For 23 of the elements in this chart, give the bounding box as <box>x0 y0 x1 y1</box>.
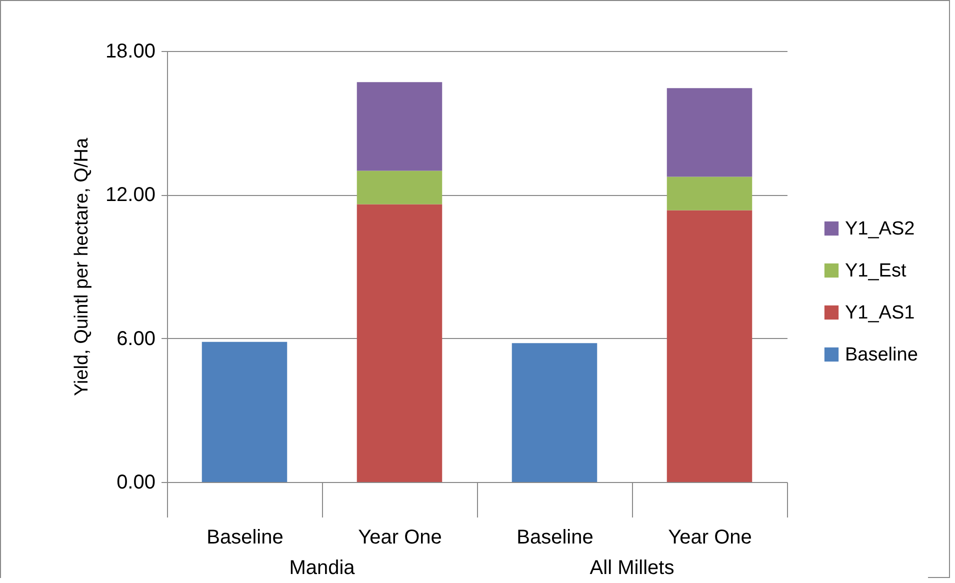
x-tick-label: Year One <box>668 526 752 548</box>
legend-label: Y1_AS2 <box>845 218 915 240</box>
x-tick-label: Year One <box>358 526 442 548</box>
bar <box>666 176 752 210</box>
x-tick-label: Baseline <box>206 526 284 548</box>
bar <box>666 210 752 482</box>
legend-label: Y1_AS1 <box>845 302 915 324</box>
bar <box>356 204 442 482</box>
bar <box>512 343 598 482</box>
bar <box>202 342 288 482</box>
bar <box>666 88 752 177</box>
bar <box>356 170 442 204</box>
legend-label: Y1_Est <box>845 260 907 282</box>
y-tick-label: 12.00 <box>105 184 156 206</box>
y-tick-label: 0.00 <box>116 472 156 494</box>
legend-label: Baseline <box>845 344 918 366</box>
y-tick-label: 6.00 <box>116 328 156 350</box>
text: Mandia <box>289 557 356 579</box>
bar <box>356 82 442 171</box>
x-tick-label: Baseline <box>516 526 594 548</box>
y-tick-label: 18.00 <box>105 40 156 62</box>
y-axis-title: Yield, Quintl per hectare, Q/Ha <box>71 138 92 396</box>
text: All Millets <box>590 557 674 579</box>
